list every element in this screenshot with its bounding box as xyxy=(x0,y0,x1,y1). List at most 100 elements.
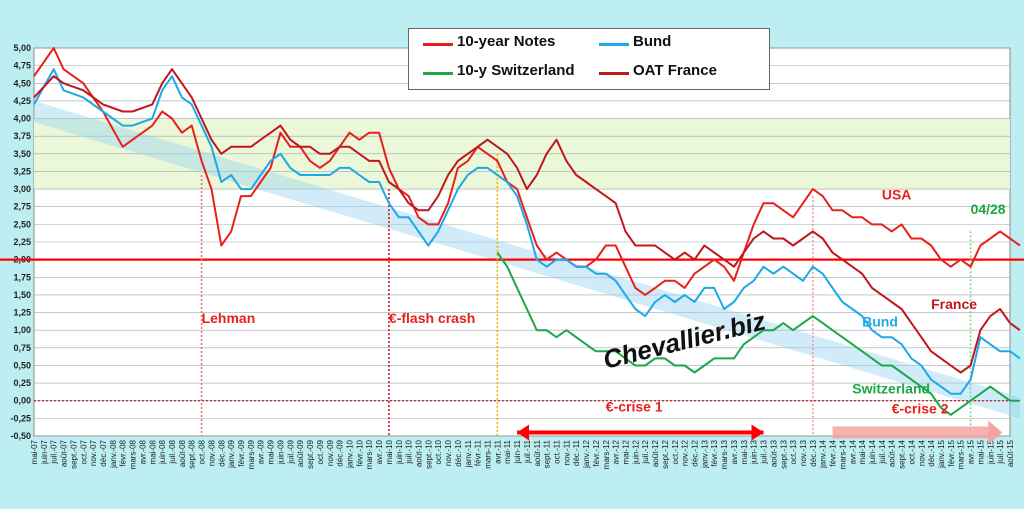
x-tick-label: août-09 xyxy=(296,439,305,467)
x-tick-label: mai-11 xyxy=(503,439,512,463)
x-tick-label: juin-14 xyxy=(868,439,877,465)
x-tick-label: avr.-11 xyxy=(493,439,502,463)
annotation-0: Lehman xyxy=(202,310,256,326)
crise2-arrow xyxy=(832,426,991,439)
x-tick-label: déc.-12 xyxy=(691,439,700,466)
y-tick-label: 0,25 xyxy=(13,378,31,388)
x-tick-label: sept.-14 xyxy=(898,439,907,468)
x-tick-label: nov.-08 xyxy=(207,439,216,466)
y-tick-label: 1,25 xyxy=(13,308,31,318)
x-tick-label: janv.-14 xyxy=(819,439,828,468)
x-tick-label: déc.-14 xyxy=(927,439,936,466)
x-tick-label: juin-13 xyxy=(750,439,759,465)
x-tick-label: juil.-14 xyxy=(878,439,887,464)
x-tick-label: févr.-12 xyxy=(592,439,601,466)
x-tick-label: sept.-07 xyxy=(69,439,78,468)
x-tick-label: mars-11 xyxy=(483,439,492,468)
x-tick-label: août-14 xyxy=(888,439,897,467)
legend-item-oat: OAT France xyxy=(633,62,717,79)
legend-item-bund: Bund xyxy=(633,33,672,50)
x-tick-label: juil.-09 xyxy=(286,439,295,464)
x-tick-label: avr.-14 xyxy=(848,439,857,464)
x-tick-label: mai-09 xyxy=(267,439,276,464)
x-tick-label: oct.-08 xyxy=(198,439,207,464)
y-tick-label: 5,00 xyxy=(13,43,31,53)
x-tick-label: févr.-11 xyxy=(474,439,483,466)
x-tick-label: nov.-11 xyxy=(562,439,571,465)
x-tick-label: janv.-11 xyxy=(464,439,473,468)
y-tick-label: 1,75 xyxy=(13,272,31,282)
y-tick-label: 4,00 xyxy=(13,114,31,124)
x-tick-label: janv.-13 xyxy=(700,439,709,468)
x-tick-label: juin-11 xyxy=(513,439,522,464)
y-tick-label: 2,25 xyxy=(13,237,31,247)
x-tick-label: sept.-08 xyxy=(188,439,197,468)
x-tick-label: avr.-08 xyxy=(138,439,147,464)
y-tick-label: -0,25 xyxy=(10,413,31,423)
series-line-3 xyxy=(33,68,1021,374)
x-tick-label: mai-08 xyxy=(148,439,157,464)
annotation-8: 04/28 xyxy=(971,201,1006,217)
legend-item-switzerland: 10-y Switzerland xyxy=(457,62,575,79)
y-tick-label: 1,50 xyxy=(13,290,31,300)
x-tick-label: févr.-09 xyxy=(237,439,246,466)
x-tick-label: mars-09 xyxy=(247,439,256,469)
x-tick-label: sept.-10 xyxy=(424,439,433,468)
x-tick-label: août-07 xyxy=(60,439,69,467)
annotation-1: €-flash crash xyxy=(389,310,475,326)
x-tick-label: oct.-07 xyxy=(79,439,88,464)
x-tick-label: oct.-13 xyxy=(789,439,798,464)
x-tick-label: mai-10 xyxy=(385,439,394,464)
y-tick-label: 4,25 xyxy=(13,96,31,106)
y-tick-label: 3,00 xyxy=(13,184,31,194)
x-tick-label: févr.-15 xyxy=(947,439,956,466)
x-tick-label: janv.-15 xyxy=(937,439,946,468)
y-tick-label: 4,75 xyxy=(13,61,31,71)
y-tick-label: 3,25 xyxy=(13,166,31,176)
y-tick-label: 0,75 xyxy=(13,343,31,353)
crise2-arrowhead xyxy=(988,420,1003,445)
x-tick-label: sept.-13 xyxy=(779,439,788,468)
x-tick-label: nov.-12 xyxy=(681,439,690,466)
x-tick-label: oct.-14 xyxy=(907,439,916,464)
x-tick-label: avr.-12 xyxy=(612,439,621,464)
x-tick-label: déc.-11 xyxy=(572,439,581,466)
x-tick-label: nov.-07 xyxy=(89,439,98,466)
y-tick-label: -0,50 xyxy=(10,431,31,441)
y-tick-label: 2,75 xyxy=(13,202,31,212)
x-tick-label: janv.-09 xyxy=(227,439,236,468)
x-tick-label: mars-14 xyxy=(838,439,847,469)
x-tick-label: août-08 xyxy=(178,439,187,467)
x-tick-label: avr.-10 xyxy=(375,439,384,464)
x-tick-label: févr.-10 xyxy=(355,439,364,466)
annotation-5: France xyxy=(931,296,977,312)
x-tick-label: oct.-10 xyxy=(434,439,443,464)
x-tick-label: mai-14 xyxy=(858,439,867,464)
x-tick-label: févr.-08 xyxy=(119,439,128,466)
x-tick-label: mai-07 xyxy=(30,439,39,464)
x-tick-label: juil.-15 xyxy=(996,439,1005,464)
x-tick-label: juin-07 xyxy=(40,439,49,465)
x-tick-label: juil.-07 xyxy=(50,439,59,464)
x-tick-label: juil.-11 xyxy=(523,439,532,464)
x-tick-label: avr.-15 xyxy=(967,439,976,464)
crise1-arrowhead-right xyxy=(751,424,764,441)
x-tick-label: juil.-08 xyxy=(168,439,177,464)
x-tick-label: avr.-13 xyxy=(730,439,739,464)
x-tick-label: août-11 xyxy=(533,439,542,466)
x-tick-label: nov.-13 xyxy=(799,439,808,466)
x-tick-label: juin-12 xyxy=(631,439,640,465)
x-tick-label: sept.-12 xyxy=(661,439,670,468)
x-tick-label: mai-13 xyxy=(740,439,749,464)
x-tick-label: mars-10 xyxy=(365,439,374,469)
series-line-2 xyxy=(496,252,1020,416)
x-tick-label: nov.-09 xyxy=(326,439,335,466)
x-tick-label: juil.-13 xyxy=(760,439,769,464)
y-tick-label: 4,50 xyxy=(13,78,31,88)
series-line-0 xyxy=(33,47,1021,296)
y-tick-label: 0,00 xyxy=(13,396,31,406)
x-tick-label: févr.-13 xyxy=(710,439,719,466)
y-tick-label: 0,50 xyxy=(13,360,31,370)
x-tick-label: janv.-10 xyxy=(345,439,354,468)
